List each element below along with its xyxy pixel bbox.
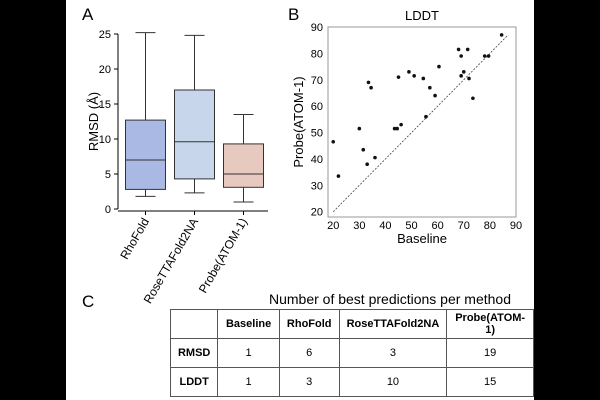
panel-label-c: C — [82, 292, 94, 311]
data-point — [336, 174, 341, 178]
table-title: Number of best predictions per method — [268, 291, 511, 307]
data-point — [407, 70, 411, 74]
data-point — [456, 47, 461, 52]
col-header-rosettafold2na: RoseTTAFold2NA — [338, 309, 448, 339]
panel-label-a: A — [82, 5, 94, 24]
table-row: LDDT 1 3 10 15 — [169, 367, 534, 397]
y-tick-label: 40 — [311, 154, 323, 166]
box-1 — [125, 119, 166, 190]
data-point — [465, 47, 470, 52]
x-tick-label: Probe(ATOM-1) — [196, 216, 250, 296]
data-point — [361, 147, 366, 152]
x-axis-title: Baseline — [397, 231, 447, 246]
scatter-title: LDDT — [405, 8, 439, 23]
col-header-rhofold: RhoFold — [278, 309, 340, 339]
y-tick-label: 50 — [311, 128, 323, 140]
col-header-probe: Probe(ATOM-1) — [446, 309, 534, 339]
y-tick-label: 80 — [311, 48, 323, 60]
table-cell: 3 — [278, 367, 340, 397]
data-point — [459, 54, 463, 58]
data-point — [424, 114, 428, 119]
table-cell: 1 — [217, 338, 280, 368]
y-tick-label: 20 — [99, 64, 111, 76]
x-tick-label: RhoFold — [117, 216, 152, 262]
best-predictions-table: Baseline RhoFold RoseTTAFold2NA Probe(AT… — [169, 309, 534, 397]
data-point — [433, 93, 437, 98]
table-cell: 3 — [338, 338, 448, 368]
data-point — [331, 139, 336, 144]
y-tick-label: 25 — [99, 29, 111, 41]
data-point — [471, 96, 475, 101]
x-tick-label: 40 — [379, 220, 391, 232]
y-axis-title: RMSD (Å) — [86, 92, 101, 151]
data-point — [395, 126, 399, 131]
data-point — [499, 33, 504, 37]
x-tick-label: 90 — [510, 220, 522, 232]
y-tick-label: 0 — [105, 204, 111, 216]
x-tick-label: 70 — [458, 220, 470, 232]
table-cell: 19 — [446, 338, 534, 368]
box-3 — [223, 143, 264, 188]
plot-frame — [327, 26, 517, 218]
data-point — [396, 75, 401, 79]
table-corner-cell — [169, 309, 219, 339]
y-tick-label: 60 — [311, 101, 323, 113]
data-point — [459, 74, 463, 78]
table-cell: 15 — [446, 367, 534, 397]
data-point — [421, 76, 426, 81]
panel-label-b: B — [288, 5, 299, 24]
identity-line — [332, 34, 509, 213]
x-tick-label: 20 — [327, 220, 339, 232]
table-cell: 10 — [338, 367, 448, 397]
data-point — [369, 85, 373, 90]
y-tick-label: 90 — [311, 22, 323, 34]
box-2 — [174, 89, 215, 180]
data-point — [482, 54, 487, 58]
table-row: RMSD 1 6 3 19 — [169, 338, 534, 368]
data-point — [399, 122, 403, 127]
data-point — [373, 155, 377, 160]
y-tick-label: 15 — [99, 99, 111, 111]
data-point — [357, 126, 362, 131]
x-tick-label: 60 — [432, 220, 444, 232]
row-header-lddt: LDDT — [169, 367, 219, 397]
y-tick-label: 30 — [311, 180, 323, 192]
data-point — [486, 54, 491, 58]
x-tick-label: 80 — [484, 220, 496, 232]
row-header-rmsd: RMSD — [169, 338, 219, 368]
y-tick-label: 70 — [311, 75, 323, 87]
y-tick-label: 5 — [105, 169, 111, 181]
y-tick-label: 10 — [99, 134, 111, 146]
table-header-row: Baseline RhoFold RoseTTAFold2NA Probe(AT… — [169, 309, 534, 339]
figure-canvas: A B C 0 5 10 15 20 25 RMSD (Å) RhoFold RoseTTAFo… — [66, 0, 534, 400]
data-point — [437, 64, 441, 69]
x-tick-label: 50 — [405, 220, 417, 232]
y-axis-title: Probe(ATOM-1) — [291, 76, 306, 167]
data-point — [461, 70, 466, 74]
data-point — [366, 80, 371, 85]
data-point — [392, 126, 397, 131]
x-tick-label: 30 — [353, 220, 365, 232]
data-point — [412, 74, 416, 78]
data-point — [428, 85, 432, 90]
data-point — [365, 162, 369, 167]
y-tick-label: 20 — [311, 207, 323, 219]
lddt-scatter: LDDT 20 30 40 50 60 70 80 90 20 30 40 50 60 70 80 90 Base… — [291, 8, 522, 246]
table-cell: 6 — [278, 338, 340, 368]
data-point — [467, 76, 471, 81]
col-header-baseline: Baseline — [217, 309, 280, 339]
table-cell: 1 — [217, 367, 280, 397]
